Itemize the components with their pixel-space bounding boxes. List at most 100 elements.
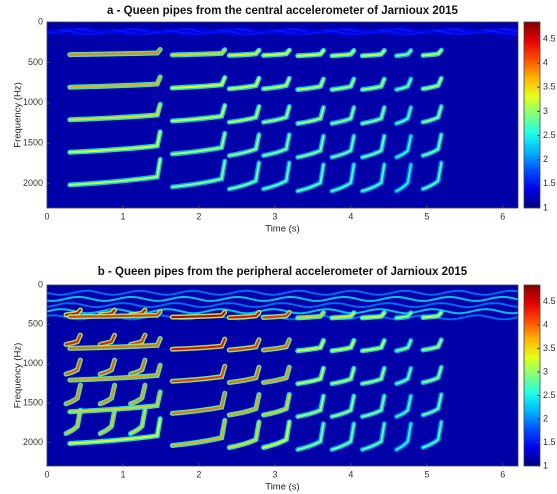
harmonic: [296, 339, 325, 352]
harmonic: [330, 367, 355, 385]
colorbar-tick-label: 4.5: [543, 33, 556, 43]
harmonic: [129, 384, 146, 405]
harmonic: [330, 49, 355, 57]
harmonic: [330, 78, 355, 91]
harmonic: [361, 106, 386, 125]
harmonic: [296, 422, 325, 451]
chart-title: a - Queen pipes from the central acceler…: [107, 5, 458, 17]
colorbar-tick-label: 4: [543, 57, 548, 67]
x-axis-label: Time (s): [265, 224, 299, 235]
colorbar-tick-label: 4.5: [543, 296, 556, 306]
harmonic: [228, 77, 260, 90]
colorbar: [523, 21, 541, 209]
x-tick-label: 1: [120, 469, 125, 479]
harmonic: [171, 419, 226, 447]
harmonic: [171, 132, 226, 155]
x-tick-label: 0: [44, 469, 49, 479]
colorbar-tick-label: 1.5: [543, 178, 556, 188]
noise-band: [47, 28, 518, 35]
harmonic: [99, 334, 116, 346]
x-tick-label: 5: [424, 469, 429, 479]
harmonic: [262, 133, 291, 157]
harmonic: [262, 311, 291, 319]
harmonic: [330, 339, 355, 352]
spectrogram: [47, 289, 518, 453]
harmonic: [65, 409, 82, 435]
harmonic: [361, 49, 386, 57]
harmonic: [171, 311, 226, 319]
x-tick-label: 2: [196, 211, 201, 221]
harmonic: [361, 367, 386, 385]
harmonic: [330, 163, 355, 193]
harmonic: [422, 421, 443, 449]
colorbar-tick-label: 3: [543, 366, 548, 376]
noise-band: [47, 29, 518, 36]
x-tick-label: 3: [272, 469, 277, 479]
harmonic: [262, 338, 291, 351]
harmonic: [422, 49, 443, 57]
harmonic: [262, 105, 291, 124]
harmonic: [361, 395, 386, 418]
harmonic: [262, 421, 291, 449]
harmonic: [99, 409, 116, 435]
harmonic: [422, 77, 443, 90]
harmonic: [171, 76, 226, 89]
harmonic: [129, 409, 146, 435]
y-tick-label: 1000: [23, 97, 43, 107]
harmonic: [262, 393, 291, 416]
harmonic: [330, 395, 355, 418]
colorbar-tick-label: 1: [543, 202, 548, 212]
harmonic: [395, 395, 412, 418]
colorbar-tick-label: 2.5: [543, 390, 556, 400]
noise-band: [47, 289, 518, 296]
plot-frame: [46, 21, 519, 209]
harmonic: [395, 135, 412, 159]
harmonic: [330, 311, 355, 319]
x-tick-label: 4: [348, 469, 353, 479]
y-tick-label: 500: [28, 57, 43, 67]
harmonic: [361, 163, 386, 193]
harmonic: [68, 158, 162, 186]
colorbar-tick-label: 2: [543, 154, 548, 164]
harmonic: [262, 366, 291, 384]
harmonic: [296, 135, 325, 159]
harmonic: [422, 133, 443, 157]
x-axis-label: Time (s): [265, 482, 299, 493]
colorbar-tick-label: 3.5: [543, 343, 556, 353]
harmonic: [395, 78, 412, 91]
colorbar-tick-label: 2: [543, 413, 548, 423]
harmonic: [296, 78, 325, 91]
colorbar-tick-label: 1.5: [543, 437, 556, 447]
colorbar: [523, 284, 541, 467]
y-tick-label: 0: [38, 16, 43, 26]
harmonic: [68, 103, 162, 121]
harmonic: [330, 422, 355, 451]
harmonic: [228, 133, 260, 157]
harmonic: [296, 106, 325, 125]
harmonic: [68, 310, 162, 318]
harmonic: [296, 367, 325, 385]
colorbar-tick-label: 3.5: [543, 82, 556, 92]
y-tick-label: 500: [28, 319, 43, 329]
harmonic: [422, 338, 443, 351]
harmonic: [68, 48, 162, 56]
noise-band: [47, 29, 518, 37]
harmonic: [422, 105, 443, 124]
harmonic: [228, 311, 260, 319]
harmonic: [395, 367, 412, 385]
harmonic: [68, 75, 162, 89]
y-tick-label: 1500: [23, 397, 43, 407]
harmonic: [228, 338, 260, 351]
harmonic: [395, 49, 412, 57]
harmonic: [395, 339, 412, 352]
chart-title: b - Queen pipes from the peripheral acce…: [98, 266, 468, 278]
harmonic: [361, 422, 386, 451]
harmonic: [422, 366, 443, 384]
harmonic: [228, 105, 260, 124]
harmonic: [296, 311, 325, 319]
y-tick-label: 0: [38, 279, 43, 289]
y-tick-label: 1000: [23, 358, 43, 368]
harmonic: [422, 161, 443, 190]
harmonic: [171, 392, 226, 415]
